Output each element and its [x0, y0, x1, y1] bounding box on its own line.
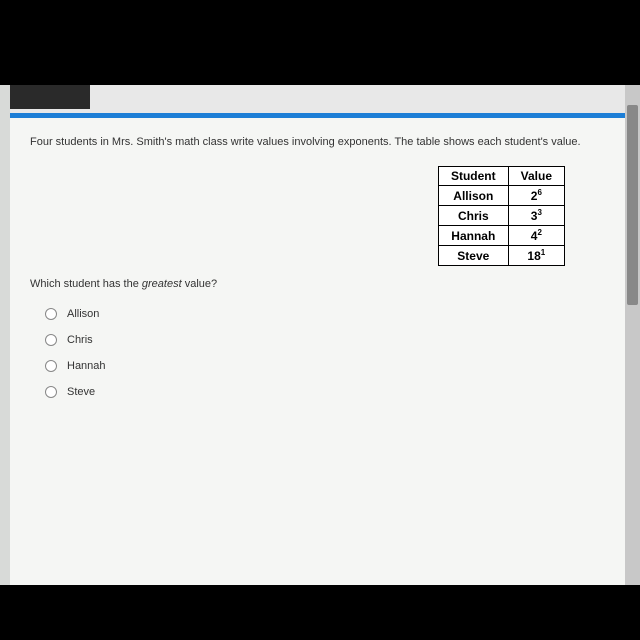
table-row: Allison 26 [438, 186, 564, 206]
radio-icon [45, 334, 57, 346]
cell-value: 26 [508, 186, 564, 206]
option-label: Chris [67, 334, 93, 346]
scrollbar-thumb[interactable] [627, 105, 638, 305]
radio-icon [45, 360, 57, 372]
header-value: Value [508, 167, 564, 186]
question-content: Four students in Mrs. Smith's math class… [10, 118, 625, 585]
table-row: Chris 33 [438, 206, 564, 226]
radio-icon [45, 386, 57, 398]
option-hannah[interactable]: Hannah [45, 360, 106, 372]
cell-value: 42 [508, 226, 564, 246]
header-student: Student [438, 167, 508, 186]
option-allison[interactable]: Allison [45, 308, 106, 320]
option-chris[interactable]: Chris [45, 334, 106, 346]
cell-value: 33 [508, 206, 564, 226]
cell-student: Chris [438, 206, 508, 226]
table-header-row: Student Value [438, 167, 564, 186]
question-text: Which student has the greatest value? [30, 278, 217, 290]
answer-options: Allison Chris Hannah Steve [45, 308, 106, 412]
student-value-table: Student Value Allison 26 Chris 33 Hannah… [438, 166, 565, 266]
cell-student: Hannah [438, 226, 508, 246]
option-label: Hannah [67, 360, 106, 372]
intro-text: Four students in Mrs. Smith's math class… [30, 136, 605, 148]
option-label: Allison [67, 308, 99, 320]
header-dark-section [10, 85, 90, 109]
cell-student: Allison [438, 186, 508, 206]
screen-area: Four students in Mrs. Smith's math class… [0, 85, 640, 585]
header-bar [10, 85, 625, 113]
option-steve[interactable]: Steve [45, 386, 106, 398]
radio-icon [45, 308, 57, 320]
table-row: Hannah 42 [438, 226, 564, 246]
scrollbar[interactable] [625, 85, 640, 585]
cell-value: 181 [508, 246, 564, 266]
table-row: Steve 181 [438, 246, 564, 266]
cell-student: Steve [438, 246, 508, 266]
option-label: Steve [67, 386, 95, 398]
